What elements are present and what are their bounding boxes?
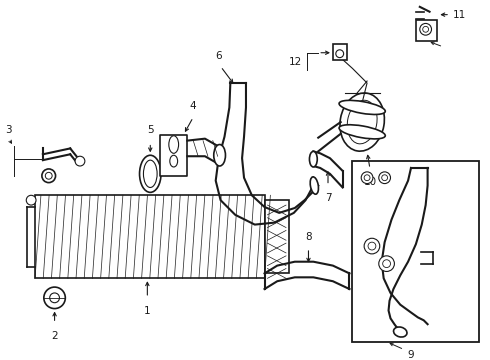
Text: 10: 10 bbox=[364, 177, 376, 187]
Circle shape bbox=[45, 172, 52, 179]
Bar bbox=[416, 19, 438, 41]
Ellipse shape bbox=[393, 327, 407, 337]
Circle shape bbox=[49, 293, 59, 303]
Circle shape bbox=[420, 23, 432, 35]
Text: 9: 9 bbox=[408, 350, 415, 360]
Circle shape bbox=[382, 175, 388, 181]
Ellipse shape bbox=[347, 100, 377, 144]
Circle shape bbox=[423, 26, 429, 32]
Circle shape bbox=[364, 238, 380, 254]
Circle shape bbox=[361, 172, 373, 184]
Bar bbox=[160, 135, 187, 176]
Circle shape bbox=[364, 175, 370, 181]
Text: 12: 12 bbox=[289, 58, 302, 67]
Bar bbox=[333, 44, 346, 59]
Ellipse shape bbox=[310, 177, 318, 194]
Ellipse shape bbox=[339, 100, 385, 114]
Ellipse shape bbox=[169, 136, 178, 153]
Circle shape bbox=[75, 156, 85, 166]
Circle shape bbox=[368, 242, 376, 250]
Ellipse shape bbox=[144, 160, 157, 188]
Text: 4: 4 bbox=[190, 101, 196, 111]
Circle shape bbox=[44, 287, 65, 309]
Bar bbox=[352, 161, 479, 342]
Circle shape bbox=[379, 256, 394, 271]
Circle shape bbox=[379, 172, 391, 184]
Text: 1: 1 bbox=[144, 306, 150, 316]
Circle shape bbox=[42, 169, 55, 183]
Text: 8: 8 bbox=[305, 232, 312, 242]
Text: 5: 5 bbox=[147, 125, 153, 135]
Ellipse shape bbox=[310, 151, 317, 167]
Text: 11: 11 bbox=[453, 10, 466, 20]
Ellipse shape bbox=[340, 93, 385, 151]
Bar bbox=[35, 195, 265, 278]
Text: 2: 2 bbox=[51, 331, 58, 341]
Ellipse shape bbox=[214, 144, 225, 166]
Ellipse shape bbox=[140, 155, 161, 192]
Text: 7: 7 bbox=[325, 193, 331, 203]
Bar bbox=[265, 200, 289, 274]
Circle shape bbox=[26, 195, 36, 205]
Circle shape bbox=[336, 50, 343, 58]
Ellipse shape bbox=[170, 155, 177, 167]
Text: 3: 3 bbox=[5, 125, 12, 135]
Text: 6: 6 bbox=[215, 50, 222, 60]
Circle shape bbox=[383, 260, 391, 267]
Ellipse shape bbox=[339, 125, 385, 139]
